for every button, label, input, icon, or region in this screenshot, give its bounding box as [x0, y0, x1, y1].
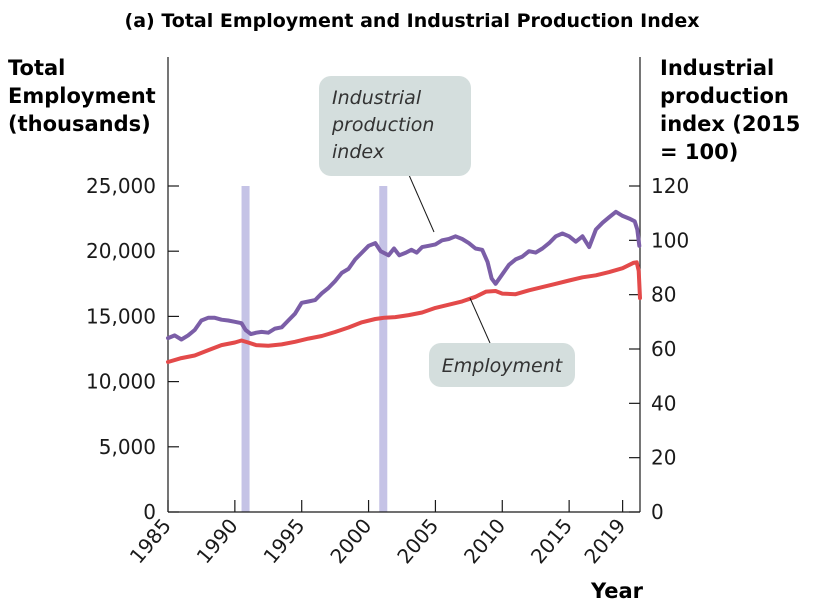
left-tick-label: 25,000 [86, 174, 156, 198]
x-tick-label: 1990 [192, 514, 243, 568]
recession-band-2 [379, 186, 388, 512]
right-axis-title-line-1: Industrial [660, 56, 774, 80]
x-axis-ticks: 1985 1990 1995 2000 2005 2010 2015 2019 [125, 500, 630, 568]
right-tick-label: 40 [651, 391, 676, 415]
right-axis-title-line-3: index (2015 [660, 112, 800, 136]
callout-box-employment [429, 343, 575, 387]
x-tick-label: 2005 [392, 514, 443, 568]
x-tick-label: 2015 [526, 514, 577, 568]
right-tick-label: 20 [651, 446, 676, 470]
right-axis-ticks: 0 20 40 60 80 100 120 [629, 174, 689, 524]
left-tick-label: 10,000 [86, 370, 156, 394]
callout-industrial-production: Industrial production index [319, 76, 471, 233]
left-tick-label: 15,000 [86, 304, 156, 328]
callout-box-industrial [319, 76, 471, 176]
series-line-employment [166, 260, 642, 364]
x-tick-label: 2019 [579, 514, 630, 568]
left-axis-title-line-2: Employment [8, 84, 156, 108]
left-axis-title-line-1: Total [8, 56, 65, 80]
left-axis-title-line-3: (thousands) [8, 112, 151, 136]
recession-bands [241, 186, 388, 512]
callout-industrial-line-2: production [331, 114, 434, 136]
right-tick-label: 0 [651, 500, 664, 524]
callout-industrial-line-3: index [332, 141, 385, 163]
callout-employment: Employment [429, 297, 575, 387]
left-tick-label: 5,000 [99, 435, 156, 459]
left-axis-title: Total Employment (thousands) [8, 56, 156, 136]
chart-title: (a) Total Employment and Industrial Prod… [125, 10, 700, 32]
x-tick-label: 1995 [258, 514, 309, 568]
left-tick-label: 0 [143, 500, 156, 524]
right-axis-title-line-2: production [660, 84, 789, 108]
callout-leader-employment [469, 297, 491, 344]
callout-leader-industrial [408, 174, 435, 233]
right-axis-title: Industrial production index (2015 = 100) [660, 56, 800, 164]
right-tick-label: 60 [651, 337, 676, 361]
right-tick-label: 100 [651, 228, 689, 252]
series-line-industrial-production-index [166, 209, 642, 342]
recession-band-1 [241, 186, 250, 512]
x-axis-title: Year [590, 579, 644, 603]
callout-industrial-line-1: Industrial [332, 87, 422, 109]
x-tick-label: 2010 [459, 514, 510, 568]
right-axis-title-line-4: = 100) [660, 140, 738, 164]
x-tick-label: 1985 [125, 514, 176, 568]
left-axis-ticks: 0 5,000 10,000 15,000 20,000 25,000 [86, 174, 179, 524]
callout-employment-label: Employment [442, 355, 564, 377]
right-tick-label: 80 [651, 283, 676, 307]
left-tick-label: 20,000 [86, 239, 156, 263]
x-tick-label: 2000 [325, 514, 376, 568]
series-layer [166, 209, 642, 364]
right-tick-label: 120 [651, 174, 689, 198]
